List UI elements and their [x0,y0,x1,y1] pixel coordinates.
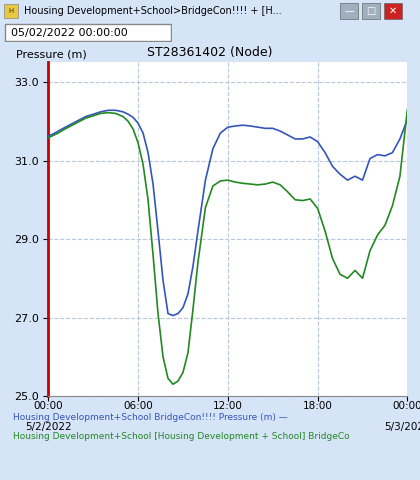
Text: ST28361402 (Node): ST28361402 (Node) [147,46,273,59]
FancyBboxPatch shape [4,4,18,18]
FancyBboxPatch shape [384,3,402,19]
Text: 05/02/2022 00:00:00: 05/02/2022 00:00:00 [11,28,128,37]
Text: ✕: ✕ [389,6,397,16]
Text: —: — [344,6,354,16]
Text: Pressure (m): Pressure (m) [16,49,87,59]
Text: 00:00: 00:00 [393,401,420,411]
Text: 00:00: 00:00 [34,401,63,411]
Text: 18:00: 18:00 [303,401,333,411]
FancyBboxPatch shape [340,3,358,19]
Text: 06:00: 06:00 [123,401,153,411]
FancyBboxPatch shape [5,24,171,41]
Text: 5/2/2022: 5/2/2022 [25,421,72,432]
Text: □: □ [366,6,375,16]
Text: H: H [8,8,13,14]
Text: Housing Development+School BridgeCon!!!! Pressure (m) —: Housing Development+School BridgeCon!!!!… [13,413,287,422]
Text: 12:00: 12:00 [213,401,243,411]
Text: Housing Development+School [Housing Development + School] BridgeCo: Housing Development+School [Housing Deve… [13,432,349,441]
Text: Housing Development+School>BridgeCon!!!! + [H...: Housing Development+School>BridgeCon!!!!… [24,6,282,16]
FancyBboxPatch shape [362,3,380,19]
Text: 5/3/2022: 5/3/2022 [384,421,420,432]
